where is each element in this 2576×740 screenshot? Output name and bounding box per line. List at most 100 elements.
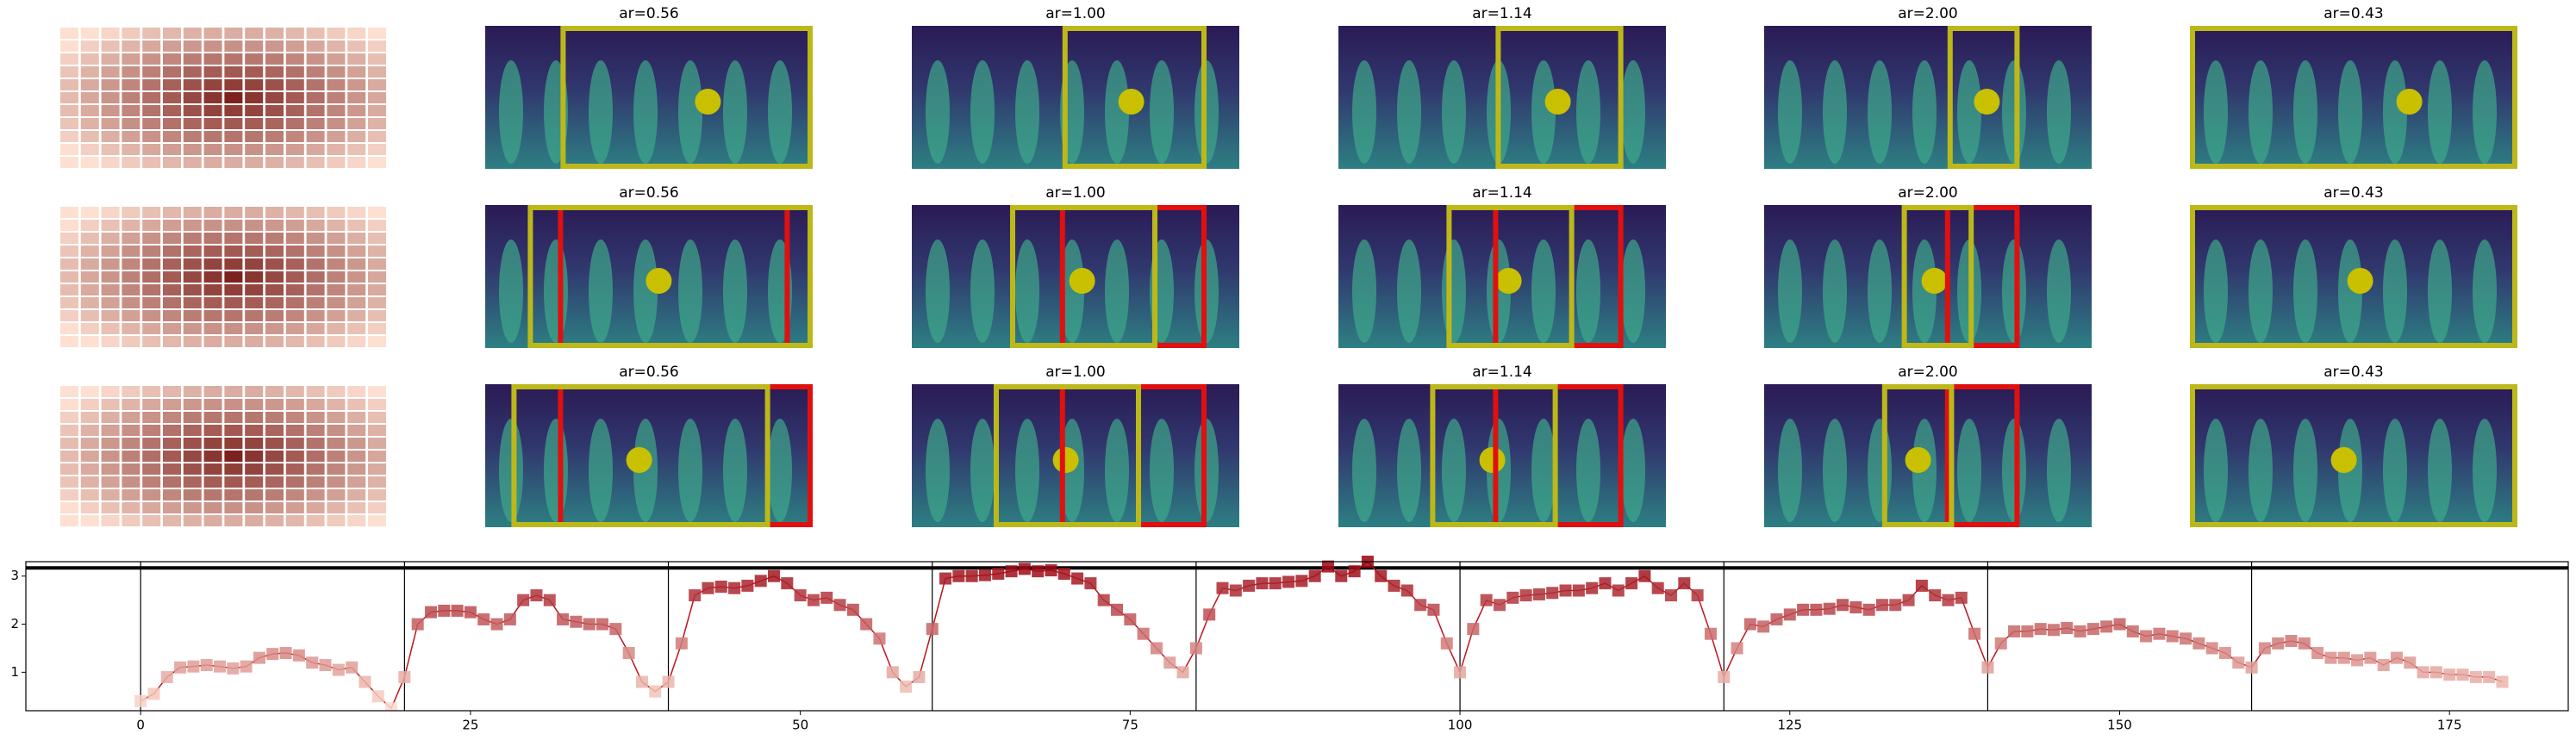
marker [385, 702, 398, 711]
heatmap-cell [163, 451, 181, 462]
heatmap-cell [122, 131, 140, 142]
figure [633, 60, 658, 164]
marker [1454, 666, 1467, 679]
heatmap-cell [122, 386, 140, 397]
heatmap [60, 386, 386, 526]
heatmap-cell [347, 386, 366, 397]
panel-title: ar=0.56 [619, 184, 679, 202]
figure [723, 419, 747, 522]
heatmap-cell [347, 284, 366, 295]
figure [1778, 239, 1802, 343]
figure [1823, 419, 1847, 522]
heatmap-cell [306, 271, 325, 283]
marker [1375, 569, 1388, 582]
marker-circle [1479, 447, 1506, 473]
heatmap-cell [327, 53, 346, 65]
heatmap-cell [368, 336, 386, 347]
marker [754, 575, 767, 588]
heatmap-cell [60, 246, 78, 257]
heatmap-cell [224, 207, 243, 218]
heatmap-cell [142, 40, 161, 52]
marker [1348, 565, 1361, 578]
marker [1572, 584, 1585, 597]
marker [2126, 625, 2139, 637]
heatmap-cell [285, 207, 304, 218]
marker [1111, 603, 1124, 616]
heatmap-cell [183, 323, 202, 334]
heatmap-cell [60, 297, 78, 308]
heatmap-cell [203, 105, 222, 116]
marker [873, 632, 886, 645]
heatmap-cell [245, 310, 264, 321]
heatmap-cell [265, 144, 284, 155]
heatmap-cell [245, 489, 264, 501]
heatmap-cell [163, 336, 181, 347]
heatmap-cell [306, 66, 325, 78]
heatmap-cell [122, 399, 140, 410]
heatmap-cell [203, 438, 222, 449]
heatmap-cell [285, 144, 304, 155]
heatmap-cell [306, 131, 325, 142]
figure [970, 60, 995, 164]
heatmap-cell [122, 438, 140, 449]
heatmap-cell [80, 66, 99, 78]
marker [1045, 564, 1057, 577]
heatmap-cell [327, 476, 346, 488]
heatmap-cell [224, 463, 243, 475]
heatmap-cell [265, 399, 284, 410]
marker [1770, 613, 1783, 625]
y-tick-label: 2 [10, 616, 19, 631]
heatmap-cell [163, 438, 181, 449]
marker [2337, 651, 2350, 664]
marker [1929, 589, 1942, 602]
marker-circle [1069, 268, 1095, 294]
heatmap-cell [183, 438, 202, 449]
heatmap-cell [60, 157, 78, 168]
heatmap-cell [368, 463, 386, 475]
heatmap-cell [122, 28, 140, 39]
figure [1576, 239, 1600, 343]
heatmap-cell [142, 515, 161, 526]
heatmap-cell [60, 284, 78, 295]
panel-title: ar=1.00 [1045, 364, 1106, 381]
marker [992, 567, 1005, 580]
heatmap-cell [368, 323, 386, 334]
marker [820, 591, 833, 604]
marker [1506, 591, 1519, 604]
marker-circle [1544, 89, 1571, 115]
panel-title: ar=1.00 [1045, 184, 1106, 202]
figure [1015, 60, 1039, 164]
figure [589, 419, 613, 522]
heatmap-cell [60, 489, 78, 501]
heatmap-cell [203, 233, 222, 244]
heatmap-cell [80, 28, 99, 39]
figure [1957, 419, 1981, 522]
heatmap-cell [347, 399, 366, 410]
heatmap-cell [306, 425, 325, 436]
heatmap-cell [163, 310, 181, 321]
heatmap-cell [265, 489, 284, 501]
heatmap-cell [101, 233, 120, 244]
marker [2390, 651, 2403, 664]
heatmap-cell [265, 336, 284, 347]
marker [1388, 579, 1400, 592]
heatmap-cell [245, 220, 264, 231]
heatmap-cell [224, 412, 243, 423]
marker [1216, 581, 1229, 594]
marker [1691, 589, 1704, 602]
heatmap [60, 207, 386, 347]
marker [675, 637, 688, 650]
heatmap-cell [80, 144, 99, 155]
marker [1084, 577, 1097, 590]
marker [1480, 594, 1493, 606]
heatmap-cell [101, 53, 120, 65]
figure [544, 239, 568, 343]
figure [1442, 419, 1466, 522]
heatmap-cell [101, 118, 120, 129]
heatmap-cell [265, 463, 284, 475]
heatmap-cell [285, 463, 304, 475]
figure [1823, 239, 1847, 343]
heatmap-cell [265, 476, 284, 488]
heatmap-cell [245, 515, 264, 526]
heatmap-cell [327, 40, 346, 52]
